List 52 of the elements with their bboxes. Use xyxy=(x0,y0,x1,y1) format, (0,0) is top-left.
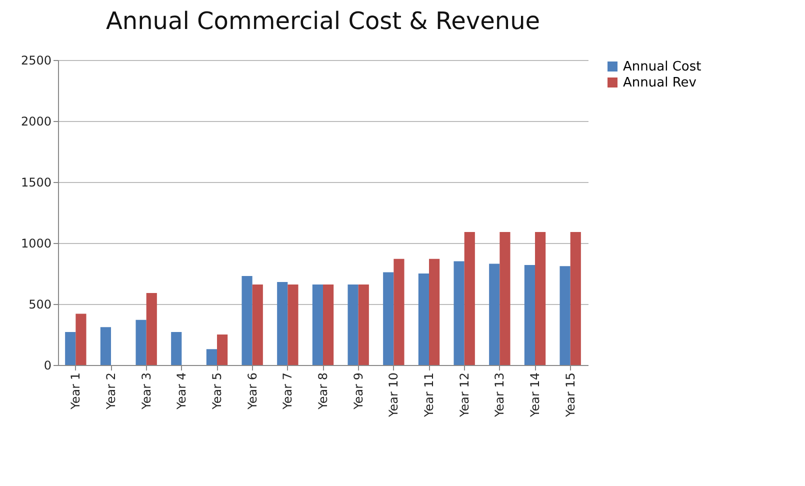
bar xyxy=(394,258,404,365)
bar xyxy=(65,332,76,365)
bar xyxy=(524,264,535,365)
x-tick-label: Year 4 xyxy=(174,372,189,410)
x-tick-label: Year 12 xyxy=(457,372,472,418)
bar xyxy=(500,232,510,365)
x-tick-label: Year 6 xyxy=(245,372,260,410)
chart-title: Annual Commercial Cost & Revenue xyxy=(106,7,540,35)
x-tick-label: Year 10 xyxy=(386,372,401,418)
y-tick-label: 2000 xyxy=(20,114,52,128)
bar xyxy=(358,284,369,365)
legend-label: Annual Cost xyxy=(623,60,702,74)
bar xyxy=(136,320,146,365)
bar xyxy=(464,232,475,365)
bar xyxy=(560,266,570,365)
bar xyxy=(146,293,157,365)
x-tick-label: Year 9 xyxy=(351,372,366,410)
bar xyxy=(288,284,298,365)
bar xyxy=(489,264,500,365)
y-tick-label: 2500 xyxy=(20,54,52,68)
bar xyxy=(76,314,86,365)
bar xyxy=(429,258,440,365)
bar xyxy=(535,232,546,365)
bar xyxy=(171,332,182,365)
bar xyxy=(312,284,323,365)
bar xyxy=(252,284,263,365)
bar xyxy=(418,274,429,365)
y-tick-label: 1500 xyxy=(20,176,52,190)
legend-label: Annual Rev xyxy=(623,76,697,90)
bar xyxy=(348,284,358,365)
x-tick-label: Year 8 xyxy=(316,372,330,410)
x-tick-label: Year 15 xyxy=(563,372,578,418)
bar xyxy=(217,334,228,365)
x-tick-label: Year 1 xyxy=(68,372,83,410)
x-tick-label: Year 11 xyxy=(422,372,436,418)
bar xyxy=(454,261,464,365)
x-tick-label: Year 2 xyxy=(104,372,118,410)
x-tick-label: Year 14 xyxy=(528,372,542,418)
bar xyxy=(277,282,288,365)
x-tick-label: Year 13 xyxy=(492,372,507,418)
bar xyxy=(323,284,334,365)
x-tick-label: Year 3 xyxy=(139,372,154,410)
bar xyxy=(570,232,581,365)
x-tick-label: Year 7 xyxy=(280,372,295,410)
y-tick-label: 0 xyxy=(44,358,52,372)
bar xyxy=(206,349,217,365)
bar xyxy=(100,327,111,365)
bar xyxy=(383,272,394,365)
x-tick-label: Year 5 xyxy=(210,372,224,410)
y-tick-label: 1000 xyxy=(20,236,52,250)
bar xyxy=(242,276,252,365)
y-tick-label: 500 xyxy=(28,298,52,312)
